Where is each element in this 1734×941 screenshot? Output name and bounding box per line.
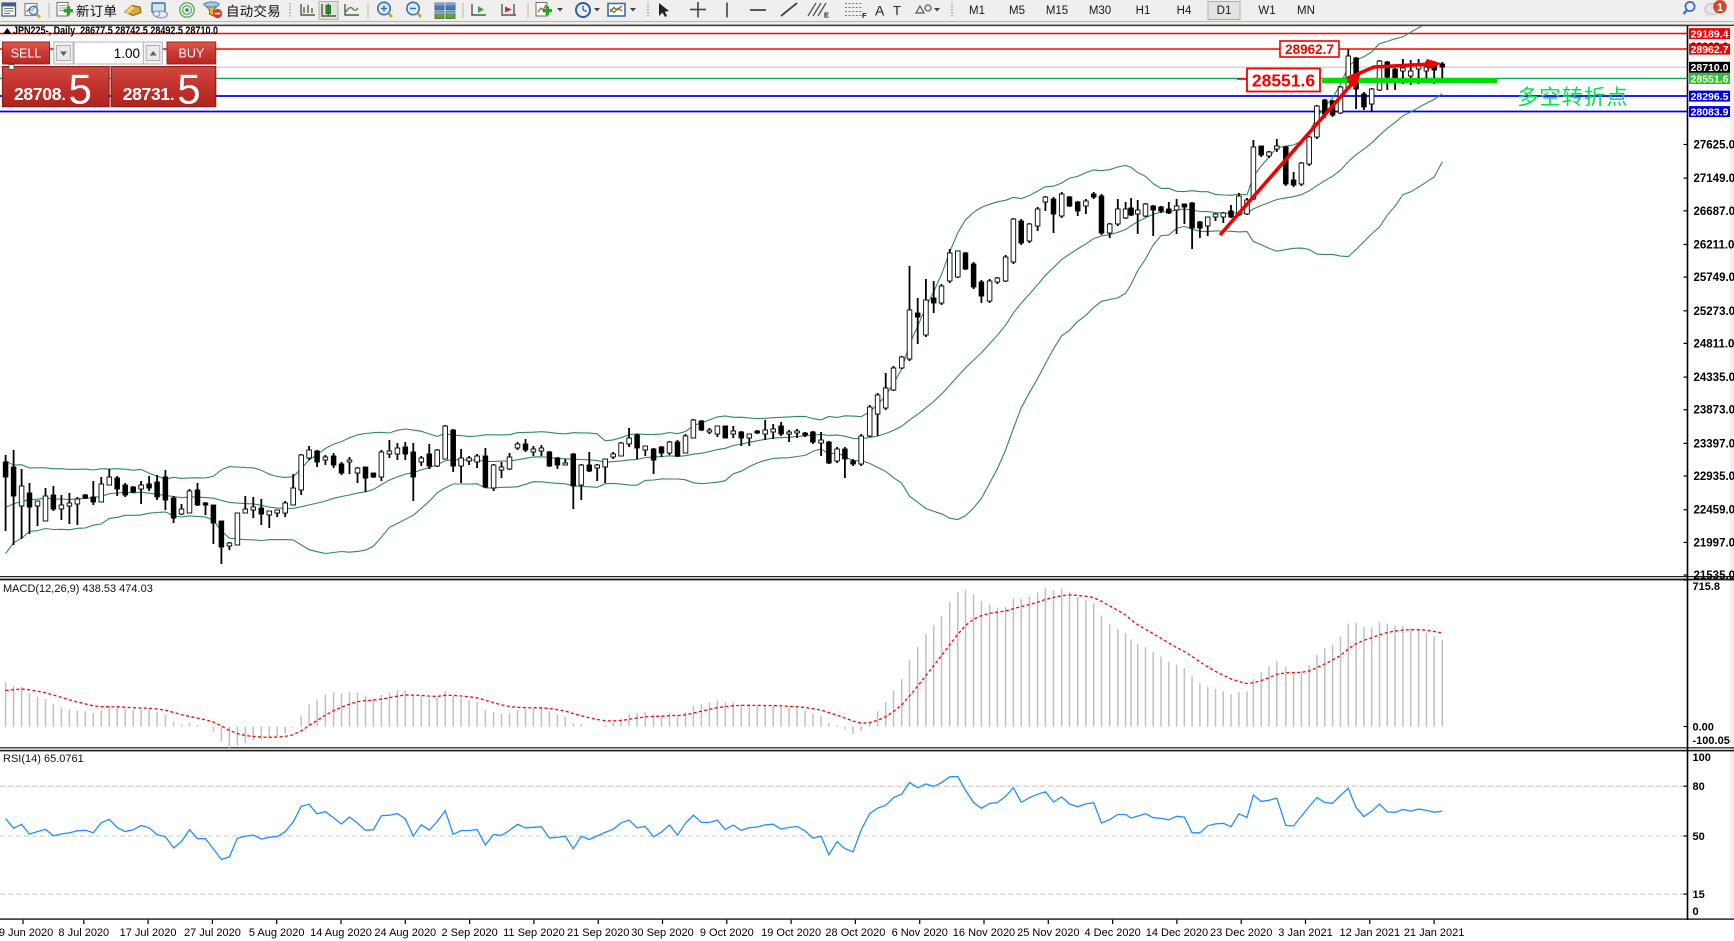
svg-text:M1: M1 — [969, 5, 985, 17]
svg-text:28962.7: 28962.7 — [1691, 44, 1729, 56]
svg-text:11 Sep 2020: 11 Sep 2020 — [503, 927, 565, 939]
svg-text:26687.0: 26687.0 — [1694, 206, 1734, 218]
svg-text:28710.0: 28710.0 — [1691, 62, 1729, 74]
svg-text:9 Oct 2020: 9 Oct 2020 — [700, 927, 754, 939]
svg-text:28551.6: 28551.6 — [1252, 71, 1316, 91]
svg-text:26211.0: 26211.0 — [1694, 240, 1734, 252]
svg-text:5: 5 — [177, 66, 200, 113]
svg-text:-100.05: -100.05 — [1693, 735, 1730, 747]
svg-text:17 Jul 2020: 17 Jul 2020 — [120, 927, 177, 939]
svg-text:27 Jul 2020: 27 Jul 2020 — [184, 927, 241, 939]
svg-text:JPN225-, Daily 28677.5 28742.: JPN225-, Daily 28677.5 28742.5 28492.5 2… — [13, 25, 218, 37]
svg-text:BUY: BUY — [179, 47, 205, 61]
svg-text:8 Jul 2020: 8 Jul 2020 — [58, 927, 109, 939]
svg-text:.: . — [170, 87, 174, 104]
svg-text:28083.9: 28083.9 — [1691, 106, 1729, 118]
svg-text:30 Sep 2020: 30 Sep 2020 — [631, 927, 693, 939]
svg-text:M15: M15 — [1046, 5, 1068, 17]
svg-text:23 Dec 2020: 23 Dec 2020 — [1210, 927, 1272, 939]
svg-text:T: T — [893, 3, 901, 18]
svg-text:21535.0: 21535.0 — [1694, 570, 1734, 582]
svg-text:MACD(12,26,9) 438.53 474.03: MACD(12,26,9) 438.53 474.03 — [3, 583, 153, 595]
svg-text:RSI(14) 65.0761: RSI(14) 65.0761 — [3, 753, 84, 765]
svg-text:0.00: 0.00 — [1693, 722, 1714, 734]
svg-text:4 Dec 2020: 4 Dec 2020 — [1084, 927, 1140, 939]
svg-text:H1: H1 — [1136, 5, 1151, 17]
svg-text:16 Nov 2020: 16 Nov 2020 — [953, 927, 1015, 939]
svg-text:25 Nov 2020: 25 Nov 2020 — [1017, 927, 1079, 939]
svg-text:23397.0: 23397.0 — [1694, 438, 1734, 450]
svg-text:28708: 28708 — [14, 84, 62, 104]
svg-text:M30: M30 — [1089, 5, 1111, 17]
svg-text:1.00: 1.00 — [114, 46, 140, 61]
svg-text:0: 0 — [1693, 906, 1699, 918]
svg-text:21 Jan 2021: 21 Jan 2021 — [1404, 927, 1465, 939]
svg-text:W1: W1 — [1258, 5, 1275, 17]
svg-text:28731: 28731 — [123, 84, 171, 104]
svg-text:19 Oct 2020: 19 Oct 2020 — [761, 927, 821, 939]
svg-text:5: 5 — [69, 66, 92, 113]
svg-text:.: . — [62, 87, 66, 104]
svg-text:28296.5: 28296.5 — [1691, 91, 1729, 103]
svg-text:22459.0: 22459.0 — [1694, 505, 1734, 517]
svg-text:M5: M5 — [1009, 5, 1025, 17]
svg-text:29189.4: 29189.4 — [1691, 28, 1729, 40]
svg-text:12 Jan 2021: 12 Jan 2021 — [1340, 927, 1401, 939]
svg-text:2 Sep 2020: 2 Sep 2020 — [441, 927, 497, 939]
svg-text:H4: H4 — [1177, 5, 1192, 17]
svg-text:14 Aug 2020: 14 Aug 2020 — [310, 927, 372, 939]
svg-text:24811.0: 24811.0 — [1694, 338, 1734, 350]
svg-text:6 Nov 2020: 6 Nov 2020 — [892, 927, 948, 939]
svg-text:SELL: SELL — [11, 47, 42, 61]
svg-text:28551.6: 28551.6 — [1691, 73, 1729, 85]
svg-text:50: 50 — [1693, 831, 1705, 843]
svg-text:715.8: 715.8 — [1693, 581, 1721, 593]
svg-text:80: 80 — [1693, 781, 1705, 793]
svg-text:15: 15 — [1693, 889, 1705, 901]
svg-text:E: E — [824, 11, 829, 20]
svg-text:1: 1 — [1717, 2, 1723, 14]
svg-text:29 Jun 2020: 29 Jun 2020 — [0, 927, 53, 939]
svg-text:100: 100 — [1693, 752, 1711, 764]
svg-text:27149.0: 27149.0 — [1694, 173, 1734, 185]
svg-text:3 Jan 2021: 3 Jan 2021 — [1278, 927, 1332, 939]
svg-text:24335.0: 24335.0 — [1694, 372, 1734, 384]
svg-text:21997.0: 21997.0 — [1694, 537, 1734, 549]
svg-text:14 Dec 2020: 14 Dec 2020 — [1146, 927, 1208, 939]
svg-text:28962.7: 28962.7 — [1285, 42, 1334, 57]
svg-text:D1: D1 — [1217, 5, 1232, 17]
svg-text:24 Aug 2020: 24 Aug 2020 — [374, 927, 436, 939]
svg-text:25273.0: 25273.0 — [1694, 306, 1734, 318]
svg-text:22935.0: 22935.0 — [1694, 471, 1734, 483]
svg-text:23873.0: 23873.0 — [1694, 405, 1734, 417]
svg-text:5 Aug 2020: 5 Aug 2020 — [249, 927, 305, 939]
svg-text:F: F — [862, 11, 867, 20]
svg-text:A: A — [875, 3, 885, 19]
svg-text:25749.0: 25749.0 — [1694, 272, 1734, 284]
svg-text:27625.0: 27625.0 — [1694, 140, 1734, 152]
svg-text:28962.9: 28962.9 — [1691, 41, 1729, 53]
svg-text:21 Sep 2020: 21 Sep 2020 — [567, 927, 629, 939]
svg-text:MN: MN — [1297, 5, 1315, 17]
svg-text:28 Oct 2020: 28 Oct 2020 — [825, 927, 885, 939]
